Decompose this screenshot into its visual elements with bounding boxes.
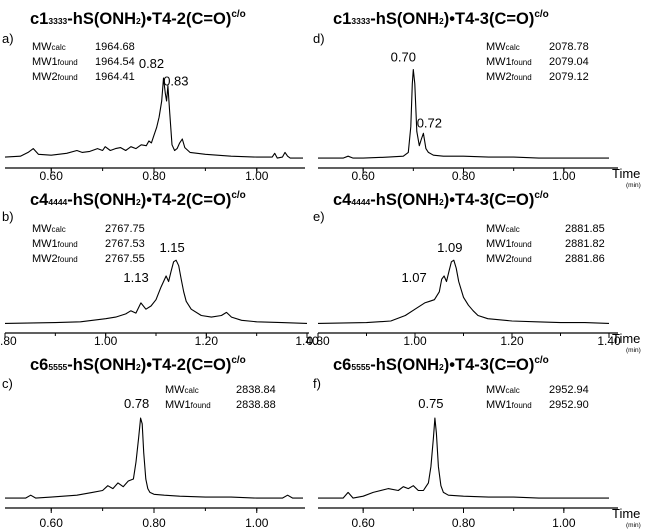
panel-e: c44444-hS(ONH2)•T4-3(C=O)c/o e) MWcalc 2881… [306,190,640,354]
mw-value: 2767.55 [105,253,145,265]
x-tick-label: 0.80 [452,516,476,530]
x-tick-label: 1.40 [295,334,319,348]
mw-label: MW2found [32,253,78,265]
mw-value: 1964.68 [95,41,135,53]
mw-label: MW2found [486,71,532,83]
mw-label: MWcalc [165,384,199,396]
x-tick-label: 0.80 [142,169,166,183]
x-tick-label: 0.60 [40,516,64,530]
panel-f: c65555-hS(ONH2)•T4-3(C=O)c/o f) MWcalc 2952… [313,355,641,530]
panel-title: c65555-hS(ONH2)•T4-2(C=O)c/o [30,355,246,374]
mw-value: 2838.84 [236,384,276,396]
mw-label: MWcalc [486,384,520,396]
mw-label: MWcalc [486,223,520,235]
panel-title: c13333-hS(ONH2)•T4-3(C=O)c/o [333,9,549,28]
mw-value: 2881.85 [565,223,605,235]
panel-a: c13333-hS(ONH2)•T4-2(C=O)c/o a) MWcalc 1964… [2,9,305,183]
mw-label: MW1found [486,399,532,411]
mw-label: MWcalc [486,41,520,53]
panel-c: c65555-hS(ONH2)•T4-2(C=O)c/o c) MWcalc 2838… [2,355,305,530]
panel-label: c) [2,376,13,391]
chromatogram-trace [318,68,609,159]
panel-title: c65555-hS(ONH2)•T4-3(C=O)c/o [333,355,549,374]
x-tick-label: 1.00 [245,516,269,530]
mw-label: MW1found [32,238,78,250]
peak-label: 0.82 [139,56,164,71]
chromatogram-trace [4,259,308,324]
mw-label: MW1found [32,56,78,68]
x-tick-label: 1.40 [597,334,621,348]
chromatogram-trace [317,259,610,324]
x-tick-label: 0.80 [0,334,17,348]
mw-label: MWcalc [32,41,66,53]
peak-label: 0.75 [418,396,443,411]
mw-label: MWcalc [32,223,66,235]
x-tick-label: 0.60 [351,516,375,530]
panel-label: e) [313,209,325,224]
x-tick-label: 0.80 [142,516,166,530]
x-tick-label: 0.60 [40,169,64,183]
axis-unit-label: (min) [626,182,641,189]
mw-label: MW1found [486,238,532,250]
mw-label: MW2found [486,253,532,265]
axis-unit-label: (min) [626,347,641,354]
x-tick-label: 1.20 [195,334,219,348]
panel-label: a) [2,31,14,46]
axis-unit-label: (min) [626,522,641,529]
mw-value: 2952.90 [549,399,589,411]
panel-d: c13333-hS(ONH2)•T4-3(C=O)c/o d) MWcalc 2078… [313,9,641,189]
chromatogram-trace [5,417,303,499]
axis-time-label: Time [612,506,640,521]
mw-value: 2952.94 [549,384,589,396]
peak-label: 1.09 [437,240,462,255]
mw-value: 2078.78 [549,41,589,53]
axis-time-label: Time [612,166,640,181]
panel-title: c44444-hS(ONH2)•T4-3(C=O)c/o [333,190,549,209]
chromatogram-trace [318,417,609,499]
panel-b: c44444-hS(ONH2)•T4-2(C=O)c/o b) MWcalc 2767… [0,190,319,348]
peak-label: 1.07 [401,270,426,285]
x-tick-label: 0.60 [351,169,375,183]
peak-label: 0.72 [417,115,442,130]
x-tick-label: 1.00 [552,169,576,183]
panel-label: f) [313,376,321,391]
mw-value: 2079.12 [549,71,589,83]
panel-label: d) [313,31,325,46]
chromatogram-trace [4,77,303,159]
x-tick-label: 0.80 [306,334,330,348]
mw-value: 2881.86 [565,253,605,265]
peak-label: 1.13 [123,270,148,285]
mw-value: 2838.88 [236,399,276,411]
panel-label: b) [2,209,14,224]
mw-value: 2079.04 [549,56,589,68]
x-tick-label: 0.80 [452,169,476,183]
mw-value: 1964.41 [95,71,135,83]
axis-time-label: Time [612,331,640,346]
x-tick-label: 1.20 [500,334,524,348]
mw-label: MW2found [32,71,78,83]
mw-label: MW1found [486,56,532,68]
peak-label: 0.83 [163,74,188,89]
peak-label: 0.78 [124,396,149,411]
panel-title: c13333-hS(ONH2)•T4-2(C=O)c/o [30,9,246,28]
mw-value: 2767.53 [105,238,145,250]
peak-label: 1.15 [159,240,184,255]
mw-label: MW1found [165,399,211,411]
mw-value: 1964.54 [95,56,135,68]
mw-value: 2881.82 [565,238,605,250]
x-tick-label: 1.00 [552,516,576,530]
mw-value: 2767.75 [105,223,145,235]
x-tick-label: 1.00 [245,169,269,183]
panel-title: c44444-hS(ONH2)•T4-2(C=O)c/o [30,190,246,209]
x-tick-label: 1.00 [94,334,118,348]
x-tick-label: 1.00 [403,334,427,348]
peak-label: 0.70 [391,50,416,65]
